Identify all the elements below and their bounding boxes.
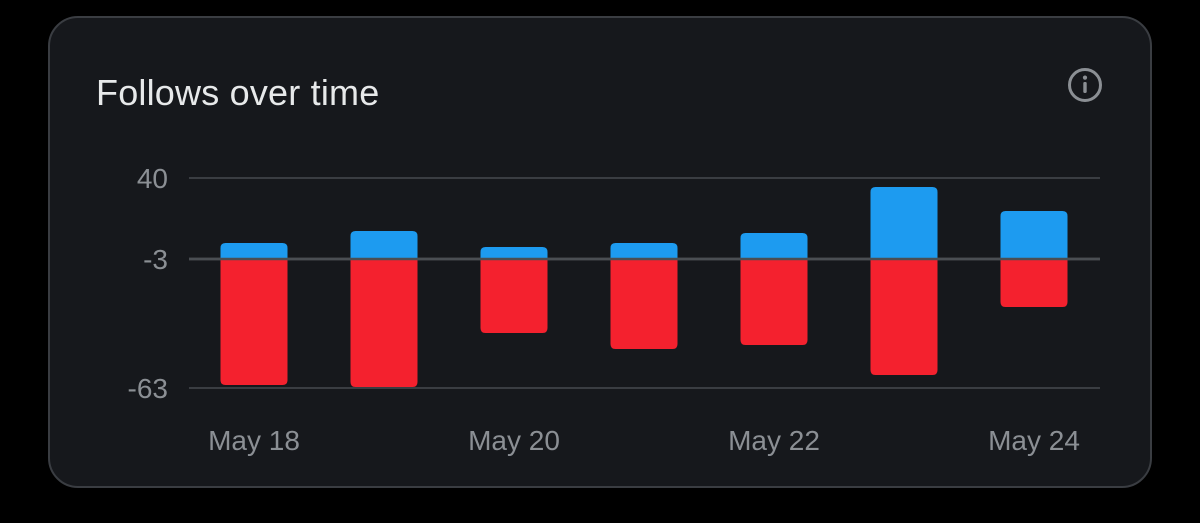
y-tick-label: 40 xyxy=(137,163,168,194)
bars xyxy=(189,187,1100,387)
gain-bar xyxy=(740,233,808,259)
loss-bar xyxy=(480,259,548,333)
loss-bar xyxy=(610,259,678,349)
loss-bar xyxy=(870,259,938,375)
axes: 40 -3 -63 May 18 May 20 May 22 May 24 xyxy=(128,163,1080,456)
gain-bar xyxy=(610,243,678,259)
gain-bar xyxy=(1000,211,1068,259)
x-tick-label: May 22 xyxy=(728,425,820,456)
card-title: Follows over time xyxy=(96,72,380,113)
gain-bar xyxy=(480,247,548,259)
gain-bar xyxy=(220,243,288,259)
x-tick-label: May 24 xyxy=(988,425,1080,456)
y-tick-label: -63 xyxy=(128,373,168,404)
loss-bar xyxy=(220,259,288,385)
loss-bar xyxy=(740,259,808,345)
loss-bar xyxy=(350,259,418,387)
loss-bar xyxy=(1000,259,1068,307)
x-tick-label: May 18 xyxy=(208,425,300,456)
y-tick-label: -3 xyxy=(143,244,168,275)
info-icon[interactable] xyxy=(1067,67,1103,103)
gain-bar xyxy=(350,231,418,259)
x-tick-label: May 20 xyxy=(468,425,560,456)
gain-bar xyxy=(870,187,938,259)
